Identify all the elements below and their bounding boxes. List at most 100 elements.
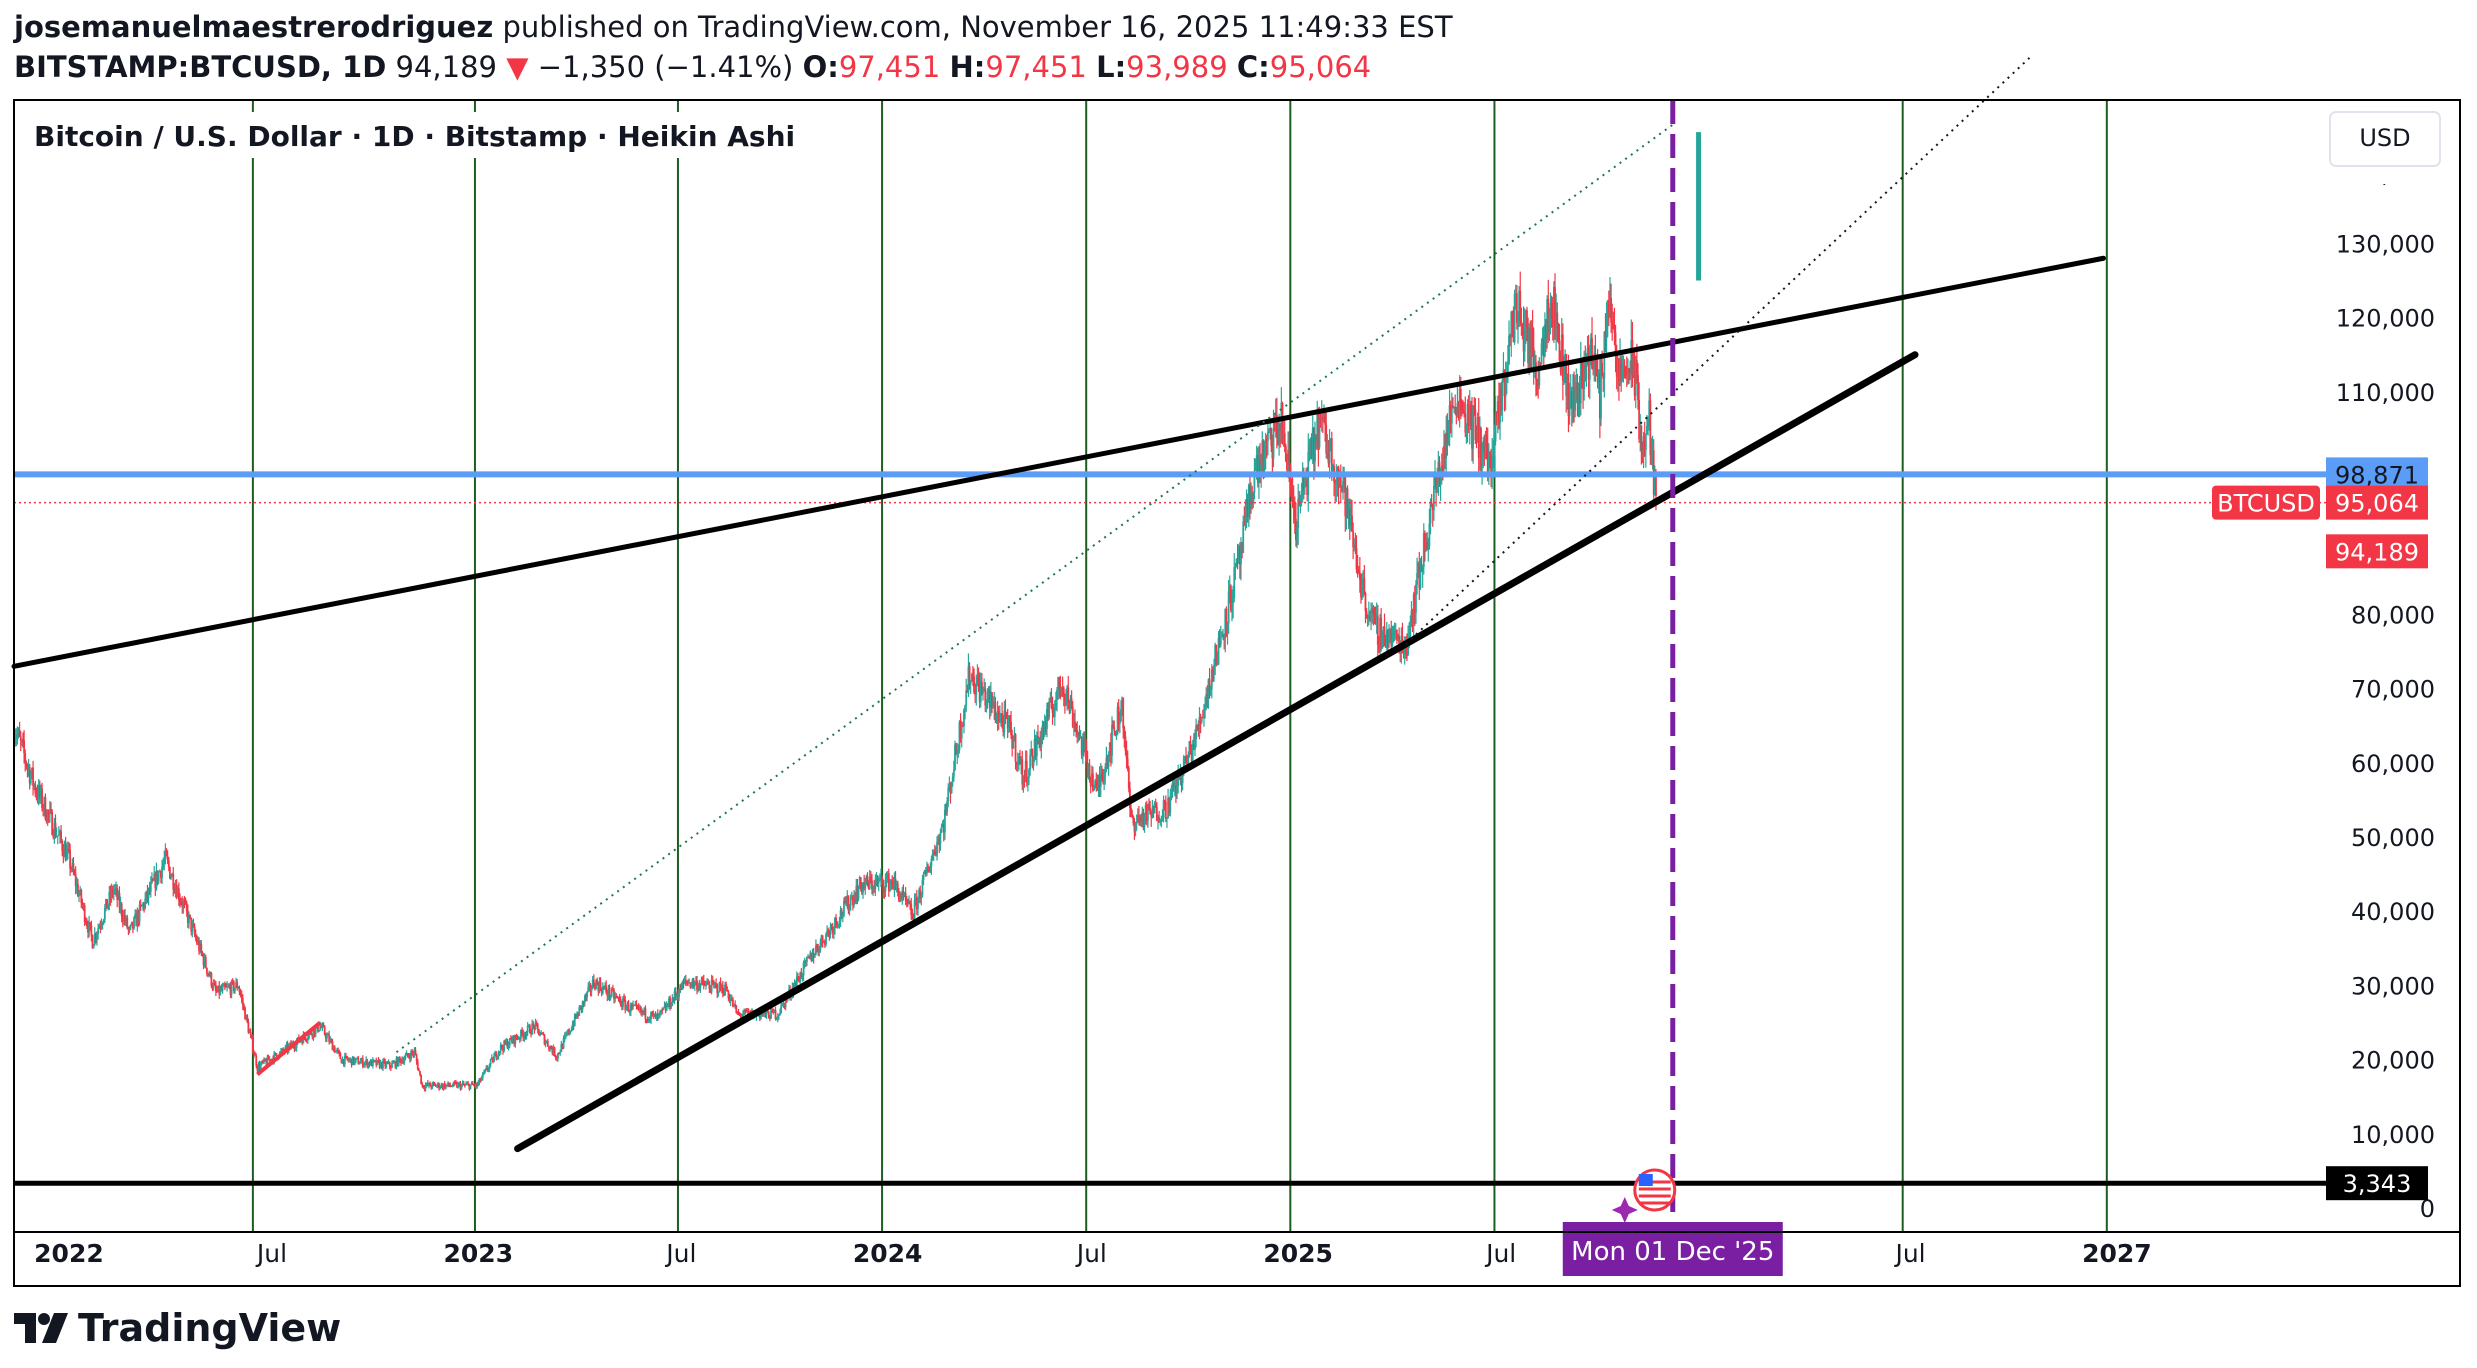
candle-body — [231, 981, 234, 983]
candle-body — [546, 1041, 549, 1047]
candle-body — [136, 911, 139, 927]
candle-body — [1389, 629, 1392, 632]
candle-body — [924, 869, 927, 874]
candle-body — [1600, 362, 1602, 419]
candle-body — [930, 859, 933, 867]
candle-body — [915, 897, 918, 910]
candle-body — [780, 1004, 783, 1013]
candle-body — [636, 1005, 639, 1008]
candle-body — [1467, 404, 1470, 427]
candle-body — [1153, 803, 1156, 814]
y-tick-label: 120,000 — [2336, 305, 2435, 333]
candle-body — [1487, 456, 1490, 474]
candle-body — [1560, 334, 1563, 372]
candle-body — [1643, 436, 1646, 450]
candle-body — [1477, 417, 1480, 458]
candle-body — [1570, 391, 1573, 408]
candle-body — [1195, 725, 1198, 739]
candle-body — [984, 688, 987, 706]
candle-body — [1381, 634, 1384, 649]
tradingview-logo[interactable]: TradingView — [14, 1306, 341, 1350]
candle-body — [1041, 725, 1044, 736]
candle-body — [1530, 326, 1533, 369]
candle-body — [1366, 615, 1369, 619]
candle-body — [1070, 698, 1073, 707]
candle-body — [1357, 569, 1360, 573]
candle-body — [168, 867, 171, 879]
candle-body — [1282, 432, 1285, 442]
candle-body — [1112, 724, 1115, 728]
candle-body — [1270, 427, 1273, 446]
candle-body — [1300, 490, 1303, 495]
candle-body — [959, 721, 962, 739]
candle-body — [1190, 749, 1193, 762]
candle-body — [1449, 404, 1452, 424]
candle-body — [47, 810, 50, 814]
candle-body — [432, 1082, 435, 1084]
candle-body — [1160, 819, 1163, 821]
candle-body — [1098, 776, 1101, 787]
candle-body — [638, 1007, 641, 1010]
candle-body — [318, 1030, 320, 1032]
candle-body — [681, 981, 684, 991]
candle-body — [811, 953, 814, 961]
candle-body — [794, 982, 797, 986]
candle-body — [635, 1004, 638, 1006]
candle-body — [120, 903, 123, 917]
candle-body — [1297, 498, 1300, 529]
candle-body — [173, 889, 176, 892]
candle-body — [873, 886, 876, 890]
candle-body — [1065, 698, 1067, 701]
candle-body — [28, 767, 31, 784]
candle-body — [1102, 777, 1104, 783]
candle-body — [357, 1058, 360, 1065]
candle-body — [1503, 369, 1506, 397]
y-tick-label: 0 — [2420, 1195, 2435, 1223]
candle-body — [738, 1013, 741, 1015]
candle-body — [1338, 476, 1341, 487]
candle-body — [395, 1058, 398, 1068]
candle-body — [568, 1029, 571, 1034]
candle-body — [1545, 324, 1547, 340]
candle-body — [816, 945, 818, 948]
candle-body — [1068, 702, 1071, 712]
candle-body — [167, 860, 170, 868]
author-name[interactable]: josemanuelmaestrerodriguez — [14, 10, 494, 44]
candle-body — [1529, 327, 1532, 369]
candle-body — [1634, 360, 1637, 396]
candle-body — [1005, 712, 1008, 719]
candle-body — [721, 985, 724, 993]
candle-body — [564, 1034, 567, 1037]
candle-body — [1015, 761, 1018, 765]
candle-body — [687, 982, 689, 984]
candle-body — [853, 896, 855, 905]
candle-body — [545, 1041, 548, 1043]
candle-body — [1085, 742, 1088, 752]
candle-body — [935, 854, 937, 856]
candle-body — [760, 1014, 762, 1019]
published-text: published on TradingView.com, November 1… — [502, 10, 1453, 44]
candle-body — [428, 1082, 430, 1086]
candle-body — [643, 1008, 646, 1014]
close-label: C: — [1236, 50, 1270, 84]
candle-body — [937, 838, 940, 842]
candle-body — [918, 890, 920, 897]
candle-body — [248, 1032, 251, 1034]
candle-body — [1527, 328, 1529, 364]
candle-body — [274, 1053, 277, 1055]
candle-body — [1042, 725, 1045, 733]
candle-body — [35, 792, 38, 795]
candle-body — [707, 982, 710, 985]
candle-body — [263, 1058, 266, 1062]
candle-body — [107, 904, 110, 909]
candle-body — [1188, 741, 1191, 755]
candle-body — [1482, 441, 1485, 450]
dotted-black-diagonal-trendline — [1405, 57, 2031, 645]
candle-body — [112, 889, 115, 895]
currency-button[interactable] — [2329, 111, 2441, 167]
candle-body — [75, 883, 78, 887]
candle-body — [1435, 477, 1438, 493]
candle-body — [94, 933, 97, 939]
candle-body — [1353, 544, 1356, 548]
